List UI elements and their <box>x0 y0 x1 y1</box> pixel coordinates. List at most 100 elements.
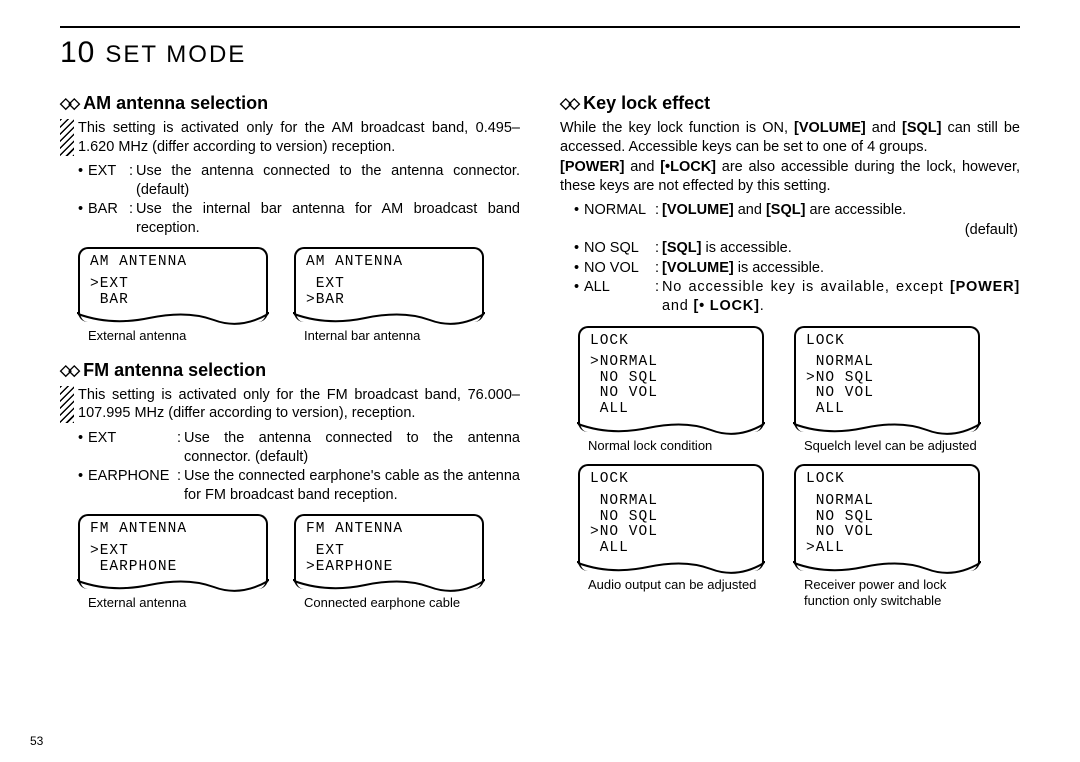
fm-val-ear: Use the connected earphone's cable as th… <box>184 467 520 504</box>
lock-p1: While the key lock function is ON, [VOLU… <box>560 119 1020 156</box>
lcd-torn-edge <box>578 561 764 575</box>
fm-key-ear: EARPHONE <box>88 467 174 504</box>
fm-bullets: • EXT : Use the antenna connected to the… <box>78 429 520 504</box>
lcd-line: >ALL <box>806 541 968 557</box>
lcd-line: NORMAL <box>590 494 752 510</box>
lock-p2: [POWER] and [•LOCK] are also accessible … <box>560 158 1020 195</box>
lock-lcd-row2: LOCK NORMAL NO SQL>NO VOL ALLAudio outpu… <box>578 464 1020 610</box>
lcd-line: >NORMAL <box>590 355 752 371</box>
bullet-dot: • <box>78 162 88 199</box>
lcd-torn-edge <box>794 422 980 436</box>
lcd-torn-edge <box>294 312 484 326</box>
lcd-caption: Receiver power and lock function only sw… <box>794 577 980 610</box>
fm-bullet-ext: • EXT : Use the antenna connected to the… <box>78 429 520 466</box>
lock-b-novol: • NO VOL : [VOLUME] is accessible. <box>574 259 1020 278</box>
lcd-title: AM ANTENNA <box>306 255 472 271</box>
k: NO VOL <box>584 259 652 278</box>
lock-lcd-row1: LOCK >NORMAL NO SQL NO VOL ALL Normal lock… <box>578 326 1020 455</box>
diamond-icon: ◇◇ <box>60 361 77 380</box>
lcd-line: >NO VOL <box>590 525 752 541</box>
lock-lcd-grid: LOCK >NORMAL NO SQL NO VOL ALL Normal lock… <box>560 326 1020 610</box>
v: [VOLUME] is accessible. <box>662 259 1020 278</box>
lcd-line: EXT <box>306 277 472 293</box>
b: [SQL] <box>902 120 941 136</box>
lcd-display: FM ANTENNA>EXT EARPHONEExternal antenna <box>78 514 268 612</box>
lcd-box: LOCK>NORMAL NO SQL NO VOL ALL <box>578 326 764 432</box>
fm-heading-text: FM antenna selection <box>83 359 266 382</box>
lcd-display: FM ANTENNA EXT>EARPHONE Connected earphon… <box>294 514 484 612</box>
v: [VOLUME] and [SQL] are accessible. <box>662 201 1020 220</box>
fm-key-ext: EXT <box>88 429 174 466</box>
lcd-line: >NO SQL <box>806 371 968 387</box>
fm-val-ext: Use the antenna connected to the antenna… <box>184 429 520 466</box>
lcd-box: FM ANTENNA EXT>EARPHONE <box>294 514 484 589</box>
fm-heading: ◇◇ FM antenna selection <box>60 359 520 382</box>
lcd-line: NO VOL <box>806 386 968 402</box>
lcd-box: LOCK NORMAL NO SQL NO VOL>ALL <box>794 464 980 570</box>
lcd-display: LOCK NORMAL>NO SQL NO VOL ALL Squelch lev… <box>794 326 980 455</box>
lcd-line: NORMAL <box>806 355 968 371</box>
lcd-caption: Squelch level can be adjusted <box>794 438 980 455</box>
lcd-caption: Internal bar antenna <box>294 328 484 345</box>
bullet-dot: • <box>78 467 88 504</box>
lcd-torn-edge <box>78 312 268 326</box>
lock-b-all: • ALL : No accessible key is available, … <box>574 278 1020 315</box>
top-rule <box>60 26 1020 28</box>
am-val-bar: Use the internal bar antenna for AM broa… <box>136 200 520 237</box>
lcd-line: NO VOL <box>590 386 752 402</box>
lcd-line: >BAR <box>306 293 472 309</box>
lcd-torn-edge <box>794 561 980 575</box>
k: NO SQL <box>584 239 652 258</box>
v: [SQL] is accessible. <box>662 239 1020 258</box>
lcd-title: LOCK <box>806 472 968 488</box>
lcd-title: LOCK <box>806 334 968 350</box>
lcd-title: FM ANTENNA <box>306 522 472 538</box>
am-intro-block: This setting is activated only for the A… <box>60 119 520 156</box>
lcd-title: AM ANTENNA <box>90 255 256 271</box>
t: and <box>624 159 660 175</box>
chapter-number: 10 <box>60 36 95 70</box>
lcd-title: LOCK <box>590 334 752 350</box>
lcd-line: NO SQL <box>590 510 752 526</box>
right-column: ◇◇ Key lock effect While the key lock fu… <box>560 86 1020 614</box>
lcd-caption: Audio output can be adjusted <box>578 577 764 594</box>
lcd-box: AM ANTENNA EXT>BAR <box>294 247 484 322</box>
lcd-line: EARPHONE <box>90 560 256 576</box>
b: [POWER] <box>560 159 624 175</box>
k: ALL <box>584 278 652 315</box>
am-heading: ◇◇ AM antenna selection <box>60 92 520 115</box>
am-lcd-row: AM ANTENNA >EXT BAR External antenna AM ANT… <box>78 247 520 345</box>
lcd-torn-edge <box>78 579 268 593</box>
am-bullet-bar: • BAR : Use the internal bar antenna for… <box>78 200 520 237</box>
colon: : <box>126 200 136 237</box>
lcd-title: FM ANTENNA <box>90 522 256 538</box>
lcd-caption: Normal lock condition <box>578 438 764 455</box>
am-intro: This setting is activated only for the A… <box>78 119 520 156</box>
lock-b-normal: • NORMAL : [VOLUME] and [SQL] are access… <box>574 201 1020 220</box>
lock-heading: ◇◇ Key lock effect <box>560 92 1020 115</box>
diamond-icon: ◇◇ <box>560 94 577 113</box>
colon: : <box>174 467 184 504</box>
lcd-line: ALL <box>806 402 968 418</box>
lock-b-nosql: • NO SQL : [SQL] is accessible. <box>574 239 1020 258</box>
lcd-title: LOCK <box>590 472 752 488</box>
lcd-display: LOCK NORMAL NO SQL>NO VOL ALLAudio outpu… <box>578 464 764 610</box>
lcd-line: NORMAL <box>806 494 968 510</box>
am-key-bar: BAR <box>88 200 126 237</box>
lcd-line: NO SQL <box>806 510 968 526</box>
am-bullets: • EXT : Use the antenna connected to the… <box>78 162 520 237</box>
v: No accessible key is available, except [… <box>662 278 1020 315</box>
lcd-caption: External antenna <box>78 595 268 612</box>
lcd-caption: External antenna <box>78 328 268 345</box>
diamond-icon: ◇◇ <box>60 94 77 113</box>
lcd-line: NO VOL <box>806 525 968 541</box>
bullet-dot: • <box>78 429 88 466</box>
lcd-display: LOCK NORMAL NO SQL NO VOL>ALL Receiver po… <box>794 464 980 610</box>
lock-bullets: • NORMAL : [VOLUME] and [SQL] are access… <box>574 201 1020 315</box>
lcd-line: >EXT <box>90 277 256 293</box>
lcd-box: AM ANTENNA >EXT BAR <box>78 247 268 322</box>
lcd-line: BAR <box>90 293 256 309</box>
lcd-caption: Connected earphone cable <box>294 595 484 612</box>
lcd-line: NO SQL <box>590 371 752 387</box>
t: While the key lock function is ON, <box>560 120 794 136</box>
